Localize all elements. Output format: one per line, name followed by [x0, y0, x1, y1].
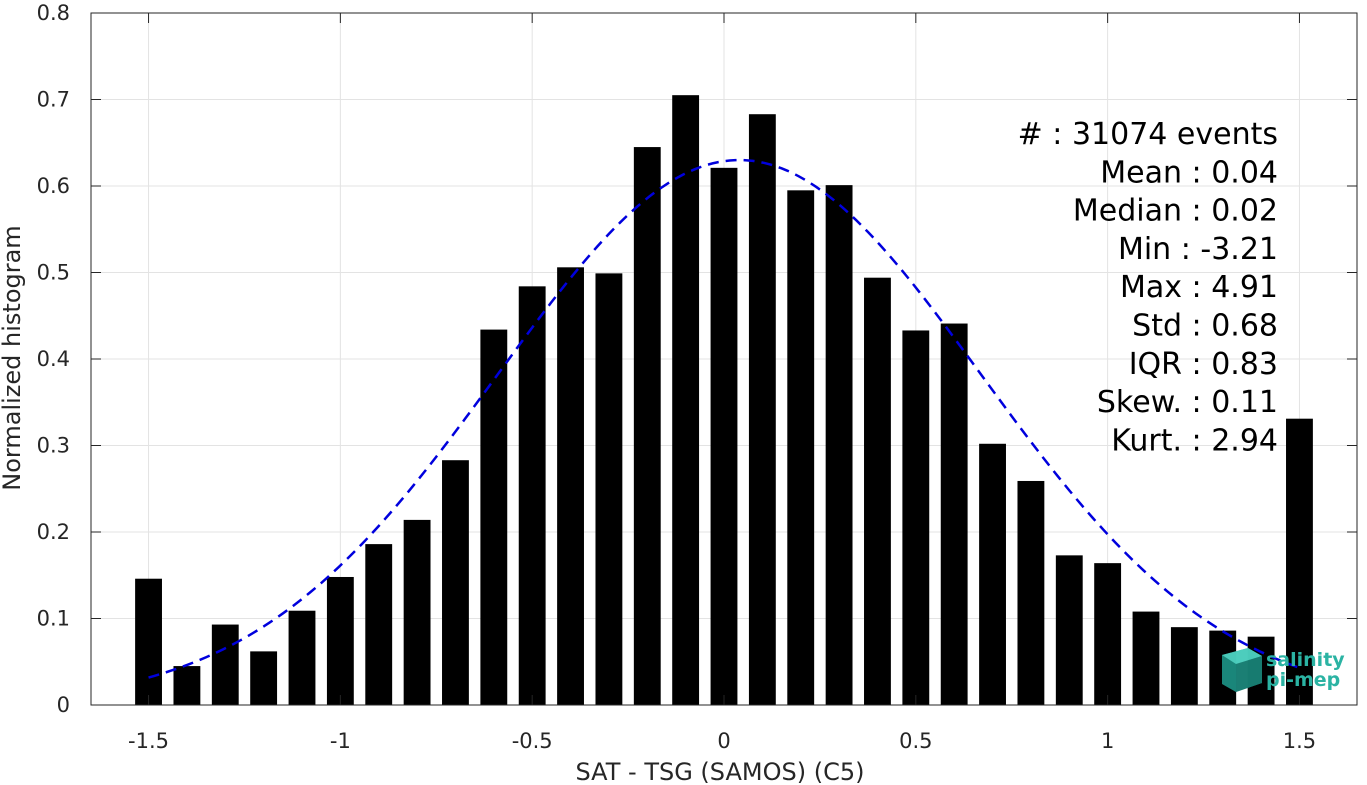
bar: [940, 323, 968, 705]
bars: [135, 95, 1313, 706]
x-tick-label: 1: [1101, 729, 1114, 753]
bar: [864, 277, 891, 705]
logo-cube-icon: [1222, 648, 1262, 692]
bar: [595, 273, 623, 705]
y-tick-label: 0.4: [37, 347, 70, 371]
y-tick-label: 0.2: [37, 520, 70, 544]
fit-curve-group: [148, 158, 1300, 679]
bar: [326, 576, 354, 705]
y-tick-label: 0.7: [37, 88, 70, 112]
bar: [173, 666, 201, 705]
bar: [442, 460, 469, 705]
stat-line: Min : -3.21: [1118, 232, 1278, 267]
x-tick-label: -1.5: [128, 729, 169, 753]
bar: [787, 190, 815, 705]
bar: [1132, 611, 1160, 705]
y-tick-label: 0.8: [37, 1, 70, 25]
x-tick-label: -0.5: [512, 729, 553, 753]
bar: [825, 185, 853, 705]
x-axis-title: SAT - TSG (SAMOS) (C5): [576, 758, 865, 785]
fit-curve: [148, 158, 1300, 679]
salinity-pimep-logo: salinity pi-mep: [1222, 648, 1345, 692]
x-tick-label: 0: [717, 729, 730, 753]
logo-line-2: pi-mep: [1266, 669, 1340, 691]
x-tick-label: 1.5: [1283, 729, 1316, 753]
x-tick-label: 0.5: [899, 729, 932, 753]
y-tick-label: 0.3: [37, 434, 70, 458]
stat-line: Max : 4.91: [1120, 270, 1278, 305]
bar: [288, 610, 316, 705]
bar: [633, 147, 661, 705]
bar: [748, 114, 776, 705]
bar: [1017, 480, 1045, 705]
stat-line: Mean : 0.04: [1100, 155, 1278, 190]
bar: [979, 443, 1006, 705]
y-tick-label: 0.6: [37, 174, 70, 198]
stat-line: # : 31074 events: [1018, 117, 1278, 152]
stat-line: IQR : 0.83: [1129, 347, 1278, 382]
y-axis-title: Normalized histogram: [0, 225, 26, 490]
bar: [710, 167, 738, 705]
bar: [902, 330, 930, 705]
bar: [1055, 555, 1083, 705]
bar: [135, 578, 162, 705]
logo-line-1: salinity: [1266, 649, 1345, 671]
bar: [518, 286, 546, 705]
bar: [557, 267, 584, 705]
y-tick-label: 0.5: [37, 261, 70, 285]
bar: [1286, 418, 1313, 705]
stat-line: Median : 0.02: [1073, 194, 1278, 229]
x-axis-ticks: -1.5 -1 -0.5 0 0.5 1 1.5: [128, 13, 1316, 753]
stat-line: Skew. : 0.11: [1097, 385, 1278, 420]
bar: [480, 329, 508, 705]
bar: [211, 624, 239, 705]
bar: [1170, 627, 1198, 705]
y-tick-label: 0: [57, 693, 70, 717]
bar: [403, 519, 431, 705]
y-axis-ticks: 0 0.1 0.2 0.3 0.4 0.5 0.6 0.7 0.8: [37, 1, 1357, 717]
stat-line: Std : 0.68: [1132, 309, 1278, 344]
x-tick-label: -1: [330, 729, 351, 753]
bar: [250, 651, 278, 705]
bar: [365, 544, 393, 705]
bar: [1094, 563, 1122, 705]
y-tick-label: 0.1: [37, 607, 70, 631]
stat-line: Kurt. : 2.94: [1111, 423, 1278, 458]
bar: [672, 95, 700, 706]
